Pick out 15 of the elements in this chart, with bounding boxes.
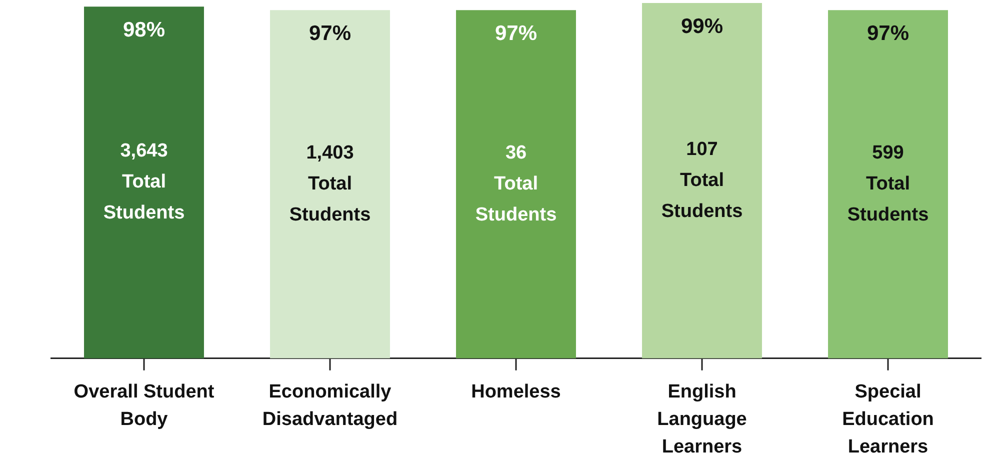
data-label: 98%: [122, 18, 166, 42]
x-tick-label: Economically Disadvantaged: [262, 381, 398, 430]
annotation: 107 Total Students: [661, 138, 743, 222]
data-label: 97%: [494, 22, 538, 45]
x-tick-label: Special Education Learners: [842, 381, 934, 458]
data-label: 97%: [866, 22, 910, 45]
annotation: 3,643 Total Students: [103, 140, 185, 224]
x-tick-label: English Language Learners: [657, 381, 747, 458]
x-tick-label: Overall Student Body: [74, 381, 215, 430]
annotation: 36 Total Students: [475, 142, 557, 226]
x-tick-label: Homeless: [471, 381, 561, 402]
annotation: 1,403 Total Students: [289, 142, 371, 226]
annotation: 599 Total Students: [847, 142, 929, 226]
data-label: 99%: [680, 14, 724, 38]
data-label: 97%: [308, 22, 352, 45]
